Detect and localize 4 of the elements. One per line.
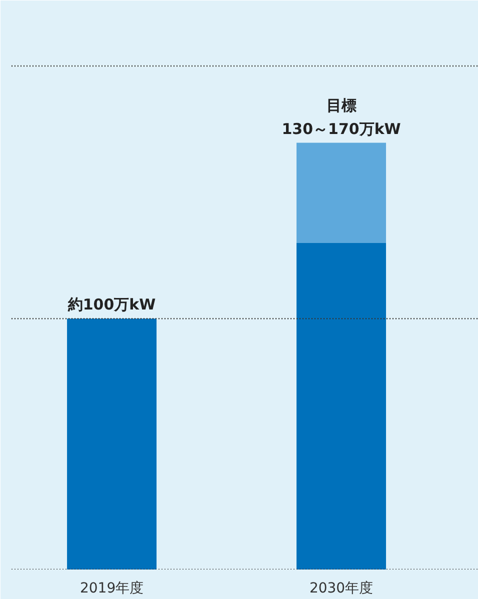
x-tick-label: 2019年度 <box>80 580 144 596</box>
text: 目標 130～170万kW <box>282 96 401 138</box>
x-tick-label: 2030年度 <box>309 580 374 596</box>
text: 約100万kW <box>68 296 156 314</box>
